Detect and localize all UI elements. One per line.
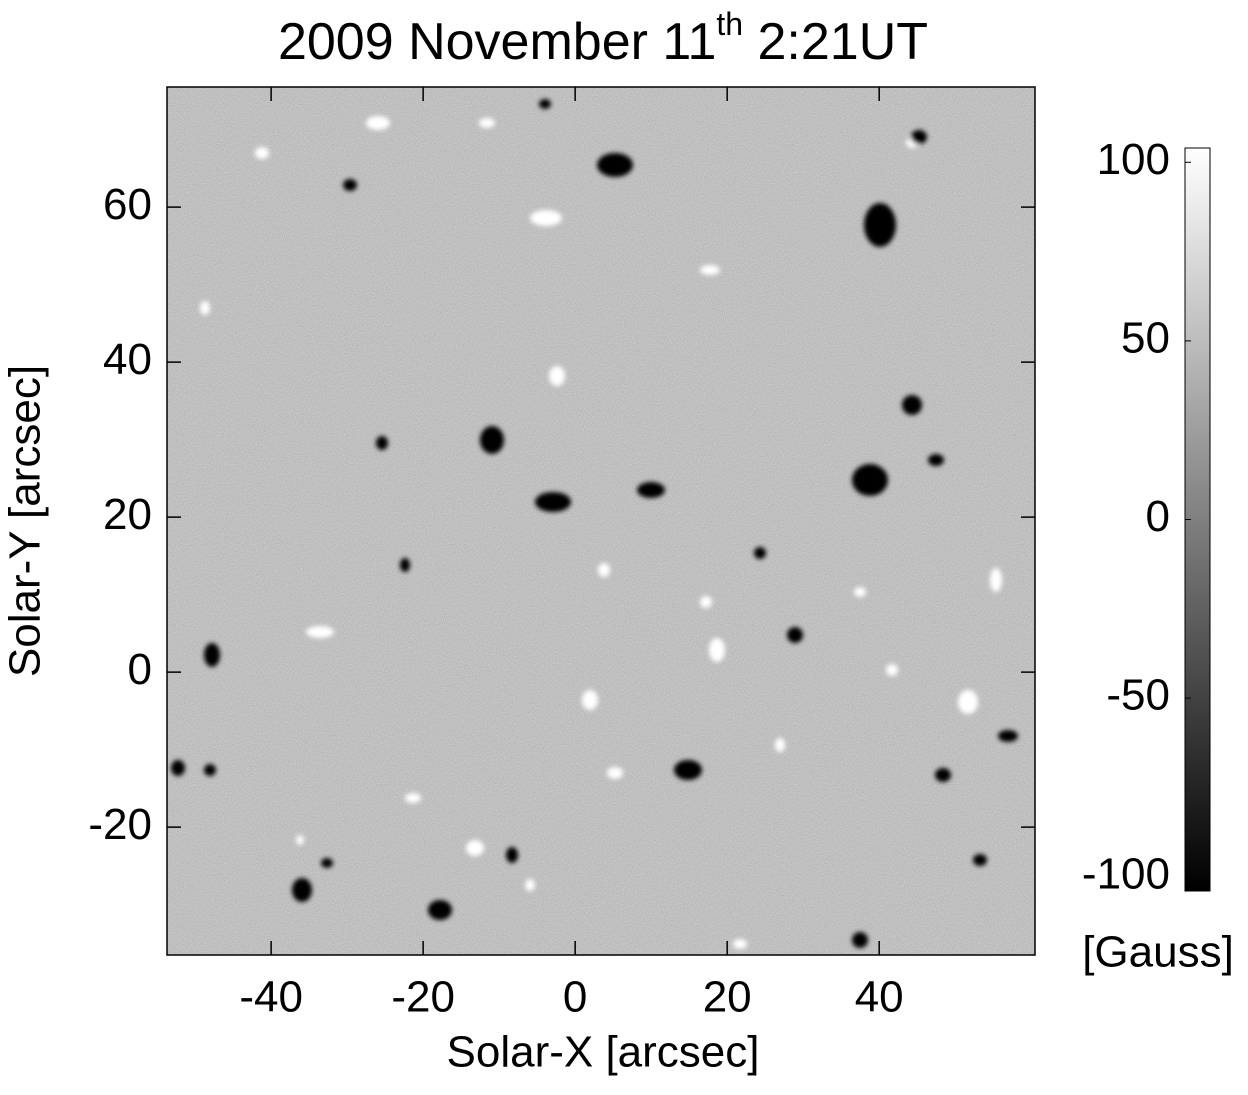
title-rest: 2:21UT: [743, 13, 928, 71]
image-noise: [167, 87, 1035, 955]
positive-features: [200, 116, 1002, 949]
colorbar-tick-label: -100: [1082, 849, 1170, 898]
title-superscript: th: [716, 6, 743, 42]
title-main: 2009 November 11: [278, 13, 716, 71]
colorbar-tick-label: 50: [1121, 314, 1170, 363]
x-tick-label: -40: [239, 973, 303, 1022]
colorbar-tick-label: 100: [1097, 135, 1170, 184]
y-tick-label: -20: [88, 800, 152, 849]
y-tick-label: 40: [103, 335, 152, 384]
y-tick-label: 0: [128, 645, 152, 694]
y-axis-label: Solar-Y [arcsec]: [1, 365, 50, 677]
x-tick-label: 40: [855, 973, 904, 1022]
x-axis-label: Solar-X [arcsec]: [447, 1028, 760, 1077]
colorbar-tick-label: 0: [1146, 492, 1170, 541]
colorbar-tick-label: -50: [1106, 671, 1170, 720]
magnetic-features: [171, 99, 1018, 949]
y-tick-label: 20: [103, 490, 152, 539]
negative-features: [171, 99, 1018, 948]
colorbar-label: [Gauss]: [1082, 928, 1234, 977]
x-tick-label: 0: [563, 973, 587, 1022]
chart-title: 2009 November 11th 2:21UT: [278, 6, 928, 70]
y-tick-label: 60: [103, 180, 152, 229]
magnetogram-image: [167, 87, 1035, 955]
plot-frame: [166, 86, 1036, 956]
x-tick-label: 20: [703, 973, 752, 1022]
x-tick-label: -20: [391, 973, 455, 1022]
